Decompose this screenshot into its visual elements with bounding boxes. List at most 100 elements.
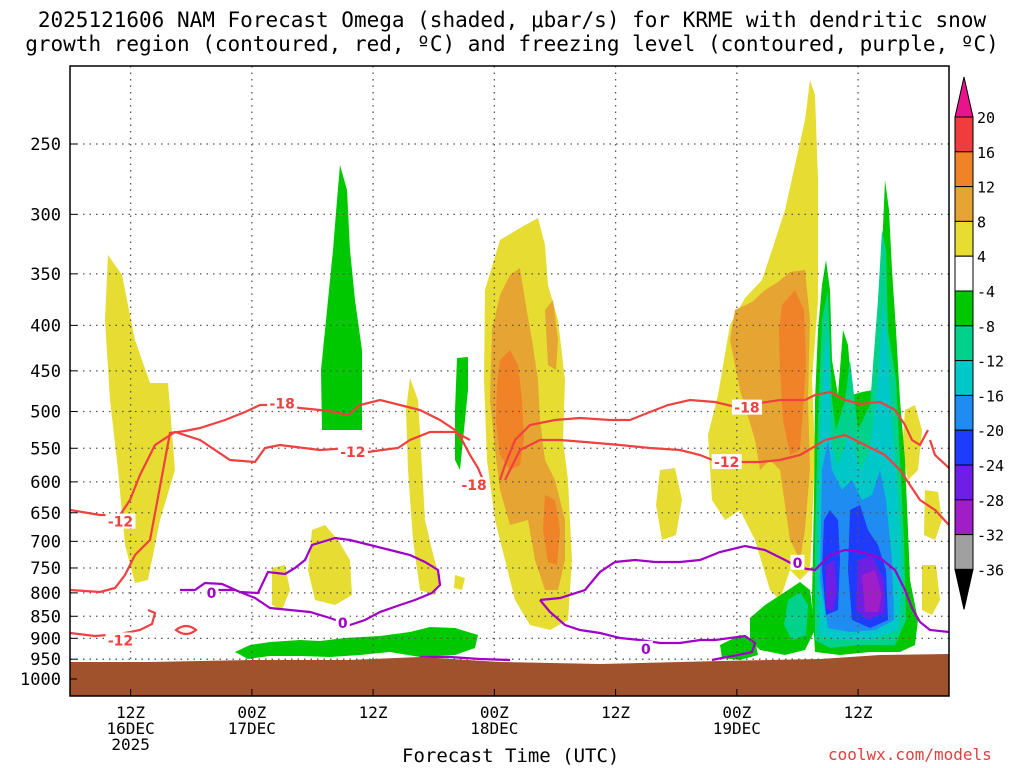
chart-title-line-2: growth region (contoured, red, ºC) and f…	[25, 32, 999, 56]
x-tick-label-0-1: 12Z	[116, 703, 145, 722]
omega-region-orange-2	[543, 495, 560, 565]
y-tick-label-600: 600	[30, 473, 61, 493]
dendritic-label-0-bg	[267, 395, 298, 411]
dendritic-label-6: -12	[714, 455, 739, 471]
colorbar-bin-1	[954, 116, 974, 153]
colorbar-label-1: 16	[977, 144, 995, 162]
colorbar-label-0: 20	[977, 109, 995, 127]
x-tick-label-2-1: 12Z	[359, 703, 388, 722]
freezing-label-0: 0	[207, 586, 217, 602]
omega-region-green-1	[321, 165, 362, 430]
omega-region-orange-3	[779, 290, 806, 455]
omega-region-yellow-10	[922, 565, 940, 615]
chart-title-line-1: 2025121606 NAM Forecast Omega (shaded, μ…	[37, 8, 987, 32]
y-tick-label-800: 800	[30, 584, 61, 604]
dendritic-label-2: -18	[461, 478, 486, 494]
x-tick-label-1-1: 00Z	[237, 703, 266, 722]
dendritic-label-3: -12	[108, 515, 133, 531]
ground-terrain	[70, 654, 949, 696]
y-tick-label-950: 950	[30, 650, 61, 670]
colorbar-label-7: -12	[977, 353, 1004, 371]
colorbar-label-10: -24	[977, 457, 1004, 475]
colorbar-label-4: 4	[977, 248, 986, 266]
y-tick-label-500: 500	[30, 403, 61, 423]
dendritic-contour--12-right	[504, 433, 949, 526]
omega-region-violet-1	[826, 560, 837, 612]
y-tick-label-750: 750	[30, 559, 61, 579]
dendritic-contour-right-edge	[928, 439, 949, 469]
freezing-label-0-bg	[204, 584, 219, 600]
freezing-label-3-bg	[790, 554, 805, 570]
x-tick-label-5-1: 00Z	[722, 703, 751, 722]
colorbar-arrow-top	[954, 76, 974, 118]
omega-region-purple-1	[862, 570, 882, 612]
omega-region-yellow-6	[656, 468, 682, 540]
colorbar-bin-2	[954, 151, 974, 188]
dendritic-label-5-bg	[731, 399, 762, 415]
y-tick-label-650: 650	[30, 504, 61, 524]
plot-frame	[69, 65, 950, 697]
freezing-label-2: 0	[641, 642, 651, 658]
x-tick-label-5-2: 19DEC	[713, 719, 761, 738]
dendritic-contour--12-lower	[70, 608, 157, 638]
omega-region-yellow-8	[902, 405, 922, 480]
x-tick-label-1-2: 17DEC	[228, 719, 276, 738]
y-tick-label-250: 250	[30, 135, 61, 155]
freezing-contour-right	[539, 599, 757, 662]
x-tick-label-3-1: 00Z	[480, 703, 509, 722]
dendritic-label-4: -12	[108, 633, 133, 649]
omega-region-green-2	[455, 357, 468, 470]
y-tick-label-1000: 1000	[20, 670, 61, 690]
colorbar-bin-9	[954, 394, 974, 431]
colorbar-label-9: -20	[977, 422, 1004, 440]
colorbar-bin-12	[954, 499, 974, 536]
colorbar-label-13: -36	[977, 561, 1004, 579]
freezing-contour-upper-right	[539, 544, 949, 634]
omega-region-orange-1	[496, 350, 524, 470]
dendritic-label-4-bg	[105, 632, 136, 648]
dendritic-label-0: -18	[270, 397, 295, 413]
freezing-contour-bottom-left	[420, 655, 511, 662]
y-tick-label-300: 300	[30, 205, 61, 225]
dendritic-label-1: -12	[340, 445, 365, 461]
colorbar-bin-13	[954, 534, 974, 570]
x-axis-title: Forecast Time (UTC)	[402, 745, 620, 767]
y-tick-label-550: 550	[30, 439, 61, 459]
colorbar-bin-8	[954, 360, 974, 396]
dendritic-contour--18-upper	[70, 398, 485, 594]
dendritic-label-2-bg	[459, 477, 490, 493]
colorbar: 20 16 12 8 4 -4 -8 -12 -16 -20 -24 -28 -32 -36	[954, 76, 1004, 610]
colorbar-label-5: -4	[977, 283, 995, 301]
y-tick-label-900: 900	[30, 629, 61, 649]
y-tick-label-450: 450	[30, 362, 61, 382]
colorbar-bin-4	[954, 220, 974, 257]
x-tick-label-0-3: 2025	[111, 735, 150, 754]
dendritic-label-1-bg	[337, 443, 368, 459]
colorbar-bin-5	[954, 255, 974, 292]
colorbar-label-3: 8	[977, 213, 986, 231]
omega-region-gold-2	[545, 300, 558, 370]
credit-text: coolwx.com/models	[828, 745, 992, 764]
dendritic-contour-loop	[174, 624, 198, 636]
omega-region-green-3	[235, 627, 478, 659]
colorbar-label-11: -28	[977, 492, 1004, 510]
freezing-label-1-bg	[335, 615, 350, 631]
x-tick-label-0-2: 16DEC	[107, 719, 155, 738]
colorbar-label-12: -32	[977, 527, 1004, 545]
colorbar-label-8: -16	[977, 387, 1004, 405]
omega-region-yellow-5	[272, 565, 290, 610]
y-tick-label-350: 350	[30, 265, 61, 285]
colorbar-label-2: 12	[977, 179, 995, 197]
dendritic-label-6-bg	[711, 454, 742, 470]
freezing-label-1: 0	[338, 616, 348, 632]
colorbar-bin-6	[954, 290, 974, 327]
freezing-contour-left	[180, 536, 442, 627]
dendritic-contour--12-upper	[70, 430, 471, 517]
x-tick-label-4-1: 12Z	[601, 703, 630, 722]
omega-region-yellow-11	[454, 575, 465, 590]
freezing-label-3: 0	[793, 556, 803, 572]
colorbar-label-6: -8	[977, 318, 995, 336]
x-tick-label-3-2: 18DEC	[470, 719, 518, 738]
omega-region-yellow-9	[924, 490, 942, 540]
